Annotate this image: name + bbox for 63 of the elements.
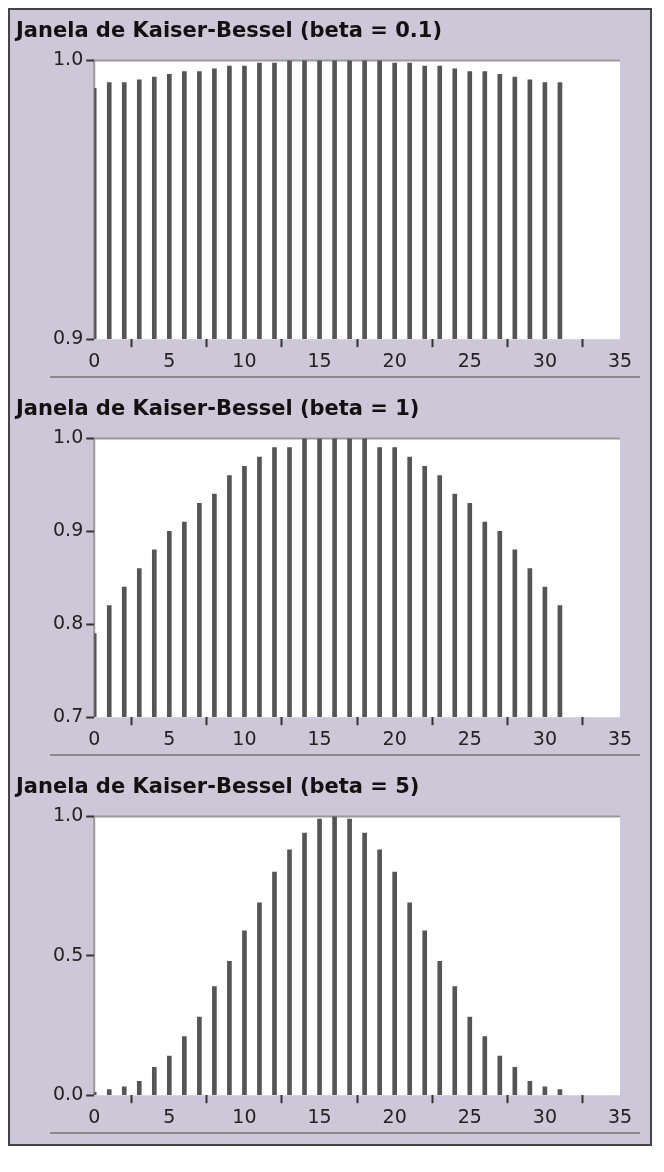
x-tick-label: 0 <box>88 348 101 371</box>
y-tick-label: 1.0 <box>53 803 84 826</box>
chart-title: Janela de Kaiser-Bessel (beta = 0.1) <box>13 17 443 44</box>
bar <box>182 1036 187 1096</box>
x-tick-label: 30 <box>532 726 557 749</box>
bar <box>302 832 307 1096</box>
bar <box>257 902 262 1096</box>
x-tick-label: 15 <box>307 1104 332 1127</box>
y-tick-label: 1.0 <box>53 425 84 448</box>
bar <box>362 832 367 1096</box>
x-tick-label: 35 <box>607 726 633 749</box>
x-tick-label: 25 <box>457 1104 482 1127</box>
x-tick-label: 10 <box>232 348 257 371</box>
bar <box>242 930 247 1096</box>
bar <box>452 986 458 1096</box>
x-tick-label: 25 <box>457 348 482 371</box>
bar <box>392 871 397 1096</box>
y-tick-label: 0.9 <box>53 326 84 349</box>
x-tick-label: 0 <box>88 726 101 749</box>
y-tick-label: 0.5 <box>53 942 84 965</box>
bar <box>121 1086 127 1096</box>
bar <box>437 961 443 1096</box>
bar <box>106 1089 112 1096</box>
bar <box>287 849 292 1096</box>
y-tick-label: 0.8 <box>53 611 84 634</box>
bar <box>407 902 413 1096</box>
y-tick-label: 1.0 <box>53 47 84 70</box>
chart-title: Janela de Kaiser-Bessel (beta = 1) <box>13 395 421 422</box>
bar <box>467 1016 473 1096</box>
bar <box>422 930 428 1096</box>
bar <box>197 1016 202 1096</box>
bar <box>497 1055 503 1096</box>
x-tick-label: 35 <box>607 348 633 371</box>
x-tick-label: 20 <box>382 1104 407 1127</box>
bar <box>317 818 322 1096</box>
bar <box>136 1080 142 1096</box>
x-tick-label: 10 <box>232 726 257 749</box>
x-tick-label: 0 <box>88 1104 101 1127</box>
bar <box>347 818 352 1096</box>
bar <box>482 1036 488 1096</box>
x-tick-label: 5 <box>163 726 176 749</box>
x-tick-label: 30 <box>532 348 557 371</box>
bar <box>151 1066 157 1096</box>
x-tick-label: 5 <box>163 348 176 371</box>
bar <box>167 1055 172 1096</box>
x-tick-label: 15 <box>307 348 332 371</box>
y-tick-label: 0.7 <box>53 704 84 727</box>
x-tick-label: 5 <box>163 1104 176 1127</box>
bar <box>332 816 337 1096</box>
x-tick-label: 20 <box>382 348 407 371</box>
y-tick-label: 0.9 <box>53 518 84 541</box>
x-tick-label: 20 <box>382 726 407 749</box>
bar <box>212 986 217 1096</box>
x-tick-label: 30 <box>532 1104 557 1127</box>
bar <box>227 961 232 1096</box>
x-tick-label: 10 <box>232 1104 257 1127</box>
chart-title: Janela de Kaiser-Bessel (beta = 5) <box>13 773 421 800</box>
x-tick-label: 15 <box>307 726 332 749</box>
bar <box>377 849 382 1096</box>
x-tick-label: 25 <box>457 726 482 749</box>
x-tick-label: 35 <box>607 1104 633 1127</box>
y-tick-label: 0.0 <box>53 1082 84 1105</box>
bar <box>272 871 277 1096</box>
